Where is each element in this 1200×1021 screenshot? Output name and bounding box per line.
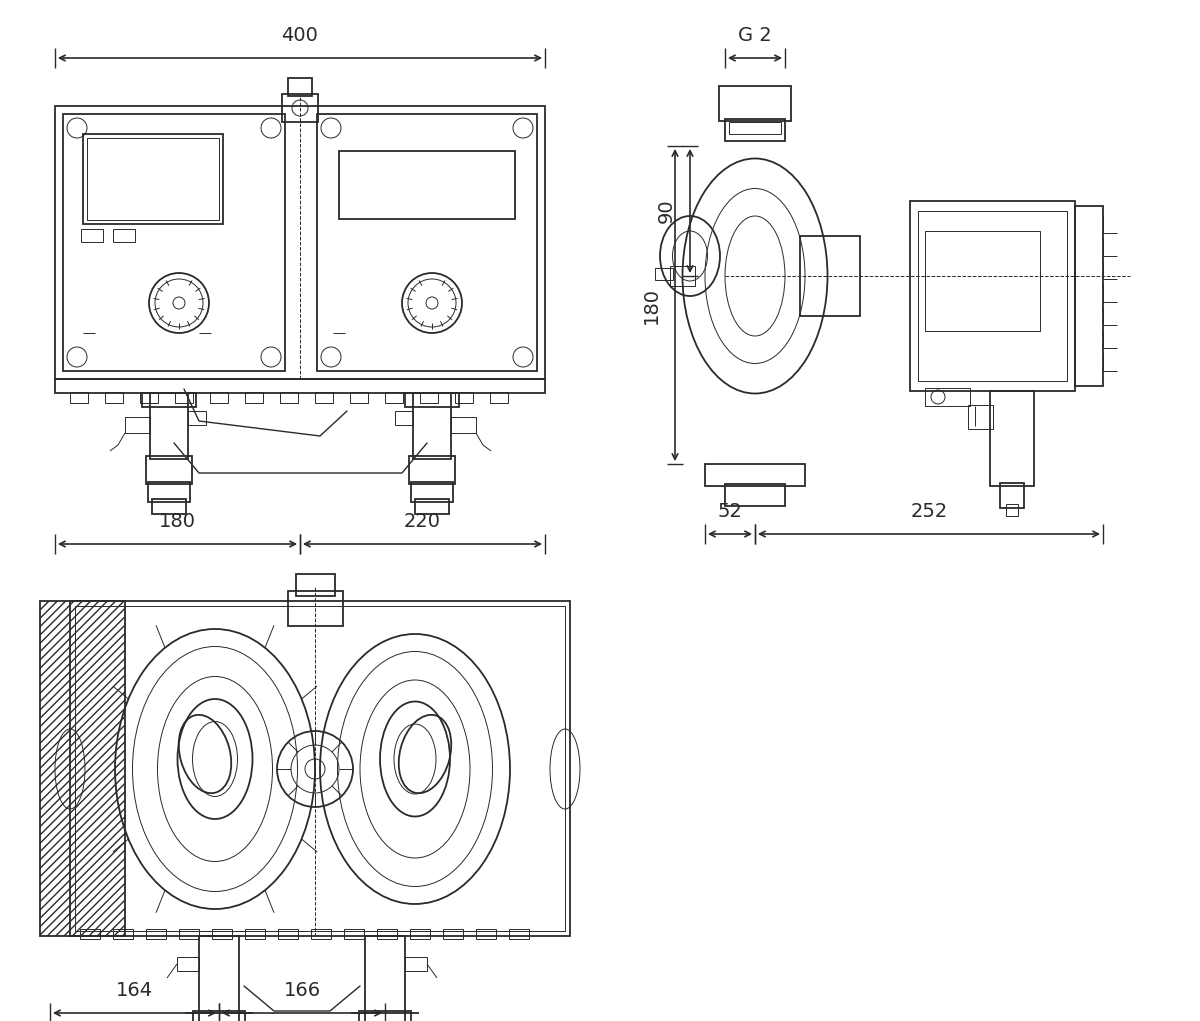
Bar [365,936,406,1021]
Bar [82,229,103,242]
Bar [344,929,364,939]
Bar [725,119,785,141]
Text: 164: 164 [116,981,154,1000]
Bar [415,499,449,514]
Bar [70,392,88,403]
Bar [83,134,223,224]
Text: 252: 252 [911,502,948,521]
Bar [245,392,263,403]
Bar [40,601,125,936]
Bar [490,392,508,403]
Bar [410,482,454,502]
Bar [910,201,1075,391]
Bar [88,138,220,220]
Bar [80,929,100,939]
Bar [340,151,515,218]
Bar [413,393,451,459]
Bar [925,231,1040,331]
Bar [317,114,538,371]
Bar [199,936,239,1021]
Bar [1000,483,1024,508]
Bar [925,388,970,406]
Text: 52: 52 [718,502,743,521]
Bar [476,929,496,939]
Bar [142,393,196,407]
Bar [655,268,673,280]
Bar [800,236,860,317]
Bar [188,411,206,425]
Bar [179,929,199,939]
Text: 220: 220 [404,512,442,531]
Text: 180: 180 [158,512,196,531]
Bar [148,482,190,502]
Bar [146,929,166,939]
Bar [210,392,228,403]
Bar [64,114,286,371]
Bar [410,929,430,939]
Text: 166: 166 [283,981,320,1000]
Bar [296,574,335,596]
Bar [311,929,331,939]
Text: 400: 400 [282,26,318,45]
Bar [282,94,318,121]
Bar [288,78,312,96]
Text: 90: 90 [658,199,676,224]
Bar [175,392,193,403]
Bar [70,601,570,936]
Bar [55,106,545,379]
Bar [1006,504,1018,516]
Bar [125,417,150,433]
Bar [278,929,298,939]
Bar [670,266,695,286]
Bar [385,392,403,403]
Bar [55,379,545,393]
Bar [74,606,565,931]
Bar [730,121,781,134]
Bar [443,929,463,939]
Bar [152,499,186,514]
Bar [146,456,192,484]
Bar [918,211,1067,381]
Bar [359,1011,410,1021]
Bar [280,392,298,403]
Bar [106,392,124,403]
Text: G 2: G 2 [738,26,772,45]
Bar [509,929,529,939]
Bar [288,591,343,626]
Bar [455,392,473,403]
Bar [193,1011,245,1021]
Bar [406,957,427,971]
Bar [178,957,199,971]
Bar [113,229,134,242]
Bar [420,392,438,403]
Text: 180: 180 [642,287,661,324]
Bar [150,393,188,459]
Bar [1075,206,1103,386]
Bar [113,929,133,939]
Bar [212,929,232,939]
Bar [245,929,265,939]
Bar [350,392,368,403]
Bar [968,405,994,429]
Bar [719,86,791,121]
Bar [725,484,785,506]
Bar [395,411,413,425]
Bar [377,929,397,939]
Bar [451,417,476,433]
Bar [406,393,458,407]
Bar [990,391,1034,486]
Bar [409,456,455,484]
Bar [706,464,805,486]
Bar [140,392,158,403]
Bar [314,392,334,403]
